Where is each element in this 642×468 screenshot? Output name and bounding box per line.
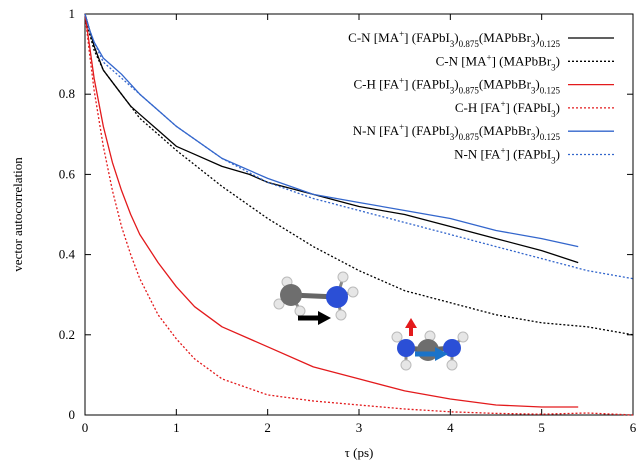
legend-label-4: C-H [FA+] (FAPbI3) — [455, 99, 560, 119]
y-axis-title: vector autocorrelation — [10, 157, 25, 272]
formamidinium-molecule-inset — [391, 318, 469, 371]
y-tick-label: 0.2 — [59, 327, 75, 342]
red-arrow — [405, 318, 417, 336]
y-tick-label: 0.4 — [59, 247, 76, 262]
x-tick-label: 3 — [356, 420, 363, 435]
y-tick-label: 0.8 — [59, 86, 75, 101]
hydrogen-atom — [337, 271, 349, 283]
series-line-1 — [84, 13, 579, 264]
hydrogen-atom — [446, 359, 458, 371]
series-line-4 — [84, 13, 634, 416]
nitrogen-atom — [443, 339, 461, 357]
series-line-2 — [84, 13, 634, 336]
y-tick-label: 0.6 — [59, 166, 76, 181]
x-tick-label: 5 — [538, 420, 545, 435]
hydrogen-atom — [273, 298, 285, 310]
y-tick-label: 0 — [69, 407, 76, 422]
plot-frame — [84, 13, 634, 416]
legend-label-1: C-N [MA+] (FAPbI3)0.875(MAPbBr3)0.125 — [348, 29, 560, 49]
legend-label-3: C-H [FA+] (FAPbI3)0.875(MAPbBr3)0.125 — [353, 76, 560, 96]
x-tick-label: 6 — [630, 420, 637, 435]
hydrogen-atom — [294, 305, 306, 317]
hydrogen-atom — [347, 286, 359, 298]
x-tick-label: 2 — [264, 420, 271, 435]
series-line-3 — [84, 13, 579, 408]
hydrogen-atom — [400, 359, 412, 371]
x-axis-title: τ (ps) — [345, 445, 374, 460]
black-arrow — [298, 311, 331, 325]
axes: 0 1 2 3 4 5 6 0 0.2 0.4 0.6 0.8 1 τ (ps) vector autoco… — [10, 6, 637, 460]
blue-arrow — [415, 347, 448, 361]
hydrogen-atom — [457, 331, 469, 343]
series-line-6 — [84, 13, 634, 280]
x-tick-label: 1 — [173, 420, 180, 435]
legend-label-2: C-N [MA+] (MAPbBr3) — [436, 52, 560, 72]
carbon-atom — [280, 284, 302, 306]
nitrogen-atom — [326, 286, 348, 308]
legend-label-5: N-N [FA+] (FAPbI3)0.875(MAPbBr3)0.125 — [353, 122, 561, 142]
methylammonium-molecule-inset — [273, 271, 359, 325]
y-tick-label: 1 — [69, 6, 76, 21]
x-tick-label: 4 — [447, 420, 454, 435]
hydrogen-atom — [391, 331, 403, 343]
legend: C-N [MA+] (FAPbI3)0.875(MAPbBr3)0.125 C-N… — [348, 29, 614, 166]
legend-label-6: N-N [FA+] (FAPbI3) — [454, 146, 560, 166]
x-tick-label: 0 — [82, 420, 89, 435]
series-layer — [84, 13, 634, 416]
hydrogen-atom — [335, 309, 347, 321]
nitrogen-atom — [397, 339, 415, 357]
